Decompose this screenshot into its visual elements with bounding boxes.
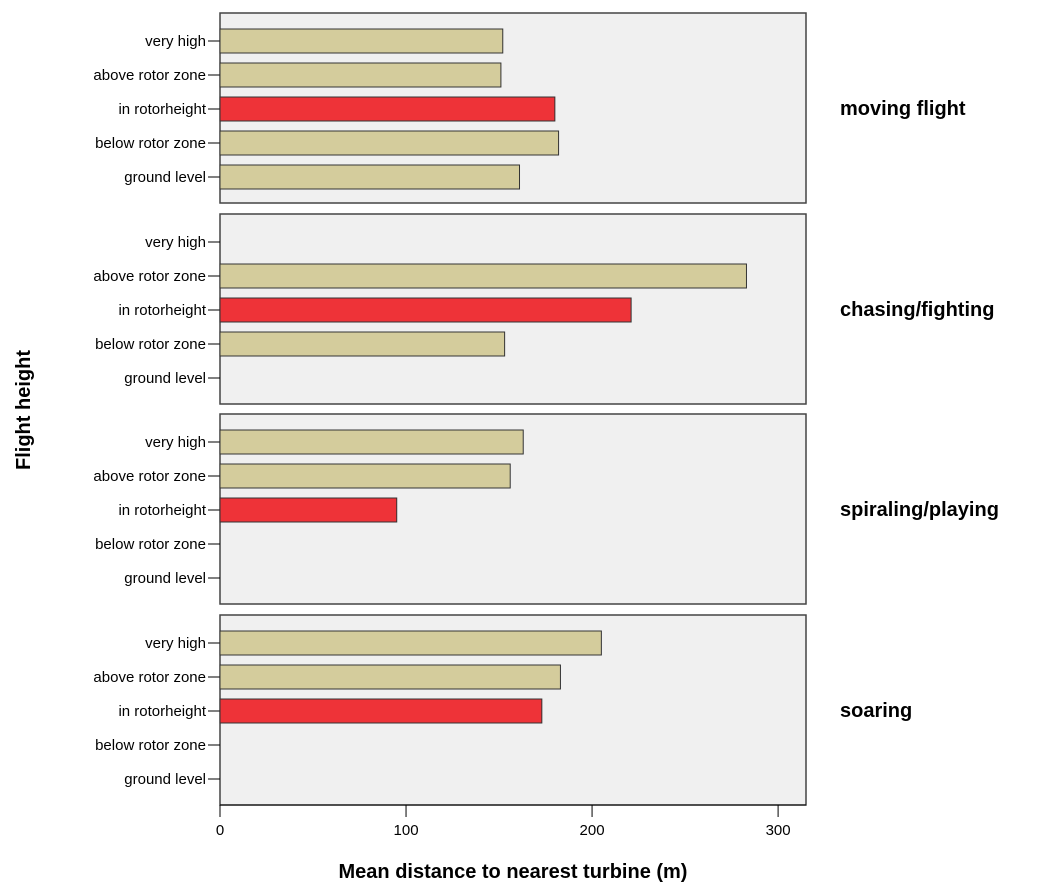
x-tick-label: 0 <box>216 822 224 839</box>
facet-label: chasing/fighting <box>840 299 994 321</box>
y-tick-label: below rotor zone <box>95 737 206 754</box>
x-tick-label: 100 <box>394 822 419 839</box>
bar <box>219 698 543 724</box>
y-tick-label: very high <box>145 33 206 50</box>
bar <box>219 463 511 489</box>
y-tick-label: above rotor zone <box>93 67 206 84</box>
bar <box>219 62 502 88</box>
y-tick-label: below rotor zone <box>95 536 206 553</box>
y-tick-label: in rotorheight <box>118 101 206 118</box>
bar <box>219 664 561 690</box>
y-tick-label: ground level <box>124 771 206 788</box>
y-tick-label: in rotorheight <box>118 302 206 319</box>
facet-label: spiraling/playing <box>840 499 999 521</box>
y-tick-label: very high <box>145 434 206 451</box>
y-tick-label: ground level <box>124 570 206 587</box>
x-tick-label: 200 <box>580 822 605 839</box>
bar <box>219 429 524 455</box>
y-axis-title: Flight height <box>13 350 35 470</box>
y-tick-label: ground level <box>124 370 206 387</box>
y-tick-label: above rotor zone <box>93 669 206 686</box>
y-tick-label: below rotor zone <box>95 135 206 152</box>
bar <box>219 130 560 156</box>
bar <box>219 263 747 289</box>
x-tick-label: 300 <box>766 822 791 839</box>
y-tick-label: ground level <box>124 169 206 186</box>
plot-area: very high above rotor zone in rotorheight b… <box>93 12 999 839</box>
bar <box>219 96 556 122</box>
y-tick-label: very high <box>145 234 206 251</box>
bar <box>219 331 506 357</box>
bar <box>219 164 521 190</box>
y-tick-label: in rotorheight <box>118 703 206 720</box>
x-axis-title: Mean distance to nearest turbine (m) <box>339 861 688 883</box>
y-tick-label: very high <box>145 635 206 652</box>
y-tick-label: above rotor zone <box>93 468 206 485</box>
facet-label: moving flight <box>840 98 966 120</box>
y-tick-label: below rotor zone <box>95 336 206 353</box>
bar <box>219 297 632 323</box>
y-tick-label: in rotorheight <box>118 502 206 519</box>
bar <box>219 28 504 54</box>
bar <box>219 497 398 523</box>
facet-label: soaring <box>840 700 912 722</box>
bar <box>219 630 602 656</box>
y-tick-label: above rotor zone <box>93 268 206 285</box>
